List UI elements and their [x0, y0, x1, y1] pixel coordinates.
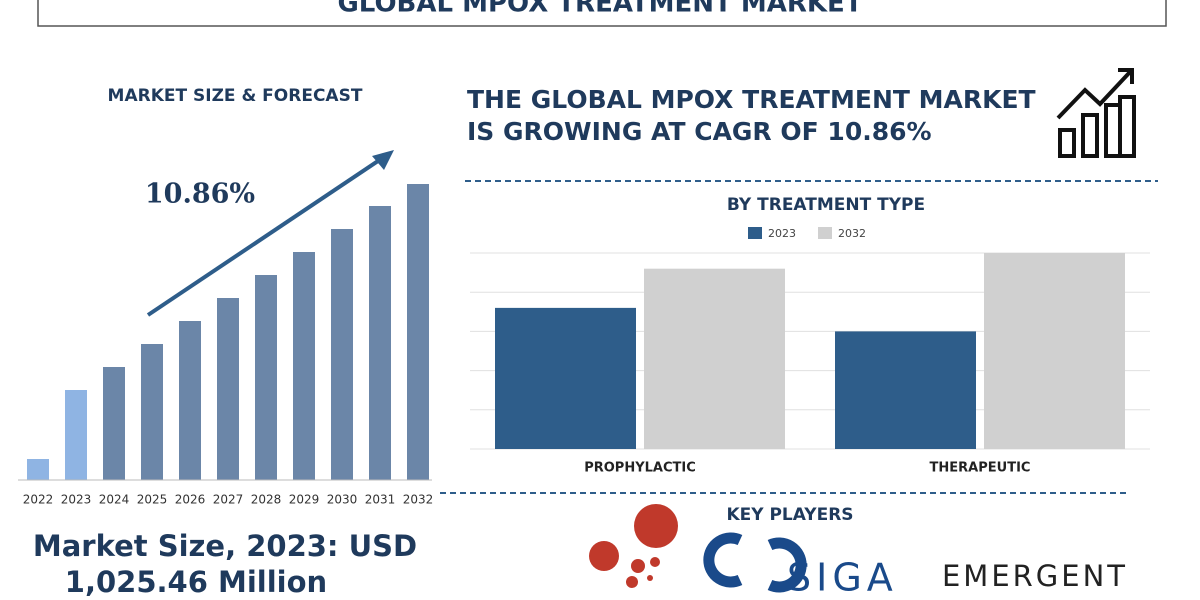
x-tick-label: 2024	[99, 493, 130, 507]
page-title: GLOBAL MPOX TREATMENT MARKET	[337, 0, 862, 19]
market-size: 1,025.46 Million	[65, 565, 327, 599]
market-size: Market Size, 2023: USD	[33, 529, 417, 563]
x-tick-label: 2029	[289, 493, 320, 507]
chart-title: MARKET SIZE & FORECAST	[108, 86, 363, 106]
bar	[495, 307, 636, 449]
key-players-title: KEY PLAYERS	[726, 505, 853, 525]
bar	[27, 459, 49, 480]
x-tick-label: 2022	[23, 493, 54, 507]
legend-label: 2032	[838, 227, 866, 240]
cagr-annotation: 10.86%	[145, 179, 255, 210]
arrow-head	[372, 150, 394, 170]
bar	[369, 206, 391, 480]
bar	[103, 367, 125, 480]
bar	[984, 253, 1125, 449]
x-tick-label: 2030	[327, 493, 358, 507]
logo-mark	[589, 504, 678, 588]
logo-text: SIGA	[787, 556, 898, 600]
headline: IS GROWING AT CAGR OF 10.86%	[467, 117, 932, 146]
growth-arrow	[146, 155, 386, 317]
bar	[835, 331, 976, 449]
growth-icon	[1056, 68, 1136, 158]
bar	[179, 321, 201, 480]
bar	[141, 344, 163, 480]
x-tick-label: 2023	[61, 493, 92, 507]
x-tick-label: 2025	[137, 493, 168, 507]
bar	[255, 275, 277, 480]
legend-swatch	[748, 227, 762, 239]
bar	[644, 268, 785, 449]
bar	[65, 390, 87, 480]
logo-text: EMERGENT	[942, 559, 1128, 593]
legend-swatch	[818, 227, 832, 239]
legend-label: 2023	[768, 227, 796, 240]
x-tick-label: 2028	[251, 493, 282, 507]
bar	[293, 252, 315, 480]
logo-mark	[703, 532, 807, 593]
x-tick-label: 2032	[403, 493, 434, 507]
bar	[407, 184, 429, 480]
bar	[331, 229, 353, 480]
bar	[217, 298, 239, 480]
x-tick-label: PROPHYLACTIC	[584, 461, 696, 476]
x-tick-label: 2026	[175, 493, 206, 507]
x-tick-label: 2031	[365, 493, 396, 507]
x-tick-label: THERAPEUTIC	[930, 461, 1031, 476]
headline: THE GLOBAL MPOX TREATMENT MARKET	[467, 85, 1036, 114]
title-box	[37, 0, 1167, 27]
chart-title: BY TREATMENT TYPE	[727, 195, 925, 215]
x-tick-label: 2027	[213, 493, 244, 507]
